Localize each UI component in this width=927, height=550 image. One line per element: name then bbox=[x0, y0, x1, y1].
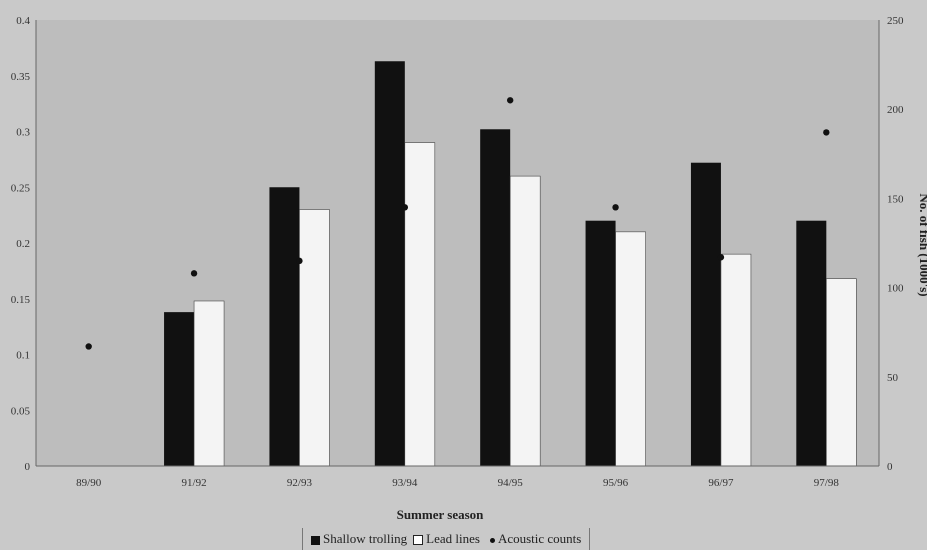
left-tick-label: 0.35 bbox=[11, 71, 31, 83]
bar-shallow-trolling-91-92 bbox=[164, 312, 195, 466]
point-acoustic-counts-97-98 bbox=[823, 129, 830, 136]
legend-label-acoustic-counts: Acoustic counts bbox=[497, 531, 582, 546]
legend-swatch-lead-lines bbox=[413, 535, 424, 546]
bar-shallow-trolling-94-95 bbox=[480, 129, 511, 466]
right-axis-title: No. of fish (1000's) bbox=[917, 193, 927, 296]
bar-lead-lines-93-94 bbox=[404, 142, 436, 467]
point-acoustic-counts-92-93 bbox=[296, 257, 303, 265]
bar-lead-lines-95-96 bbox=[615, 231, 646, 467]
left-tick-labels: 0 0.05 0.1 0.15 0.2 0.25 0.3 0.35 0.4 bbox=[11, 15, 31, 473]
legend-swatch-acoustic-counts bbox=[489, 537, 495, 543]
left-tick-label: 0.15 bbox=[11, 294, 31, 306]
point-acoustic-counts-89-90 bbox=[85, 343, 92, 350]
point-acoustic-counts-93-94 bbox=[401, 204, 409, 211]
bars-group bbox=[164, 61, 857, 467]
right-tick-label: 250 bbox=[887, 15, 904, 27]
point-acoustic-counts-91-92 bbox=[190, 270, 198, 277]
right-tick-label: 150 bbox=[887, 193, 904, 205]
bar-shallow-trolling-93-94 bbox=[374, 61, 405, 466]
left-tick-label: 0.4 bbox=[16, 15, 30, 27]
x-axis-title: Summer season bbox=[397, 507, 485, 522]
legend-label-lead-lines: Lead lines bbox=[426, 531, 480, 546]
x-tick-label: 96/97 bbox=[708, 477, 734, 489]
left-tick-label: 0.25 bbox=[11, 182, 31, 194]
legend: Shallow trolling Lead lines Acoustic cou… bbox=[302, 528, 591, 550]
left-tick-label: 0.1 bbox=[16, 350, 30, 362]
legend-item-lead-lines: Lead lines bbox=[413, 531, 480, 547]
x-tick-label: 91/92 bbox=[182, 477, 207, 489]
bar-lead-lines-97-98 bbox=[826, 278, 857, 467]
bar-shallow-trolling-97-98 bbox=[796, 220, 827, 466]
left-tick-label: 0 bbox=[25, 461, 31, 473]
acoustic-points-group bbox=[85, 97, 830, 350]
right-tick-label: 0 bbox=[887, 461, 893, 473]
legend-label-shallow-trolling: Shallow trolling bbox=[323, 531, 408, 546]
legend-item-acoustic-counts: Acoustic counts bbox=[486, 531, 581, 547]
x-tick-label: 89/90 bbox=[76, 477, 102, 489]
x-tick-label: 97/98 bbox=[814, 477, 840, 489]
bar-shallow-trolling-95-96 bbox=[585, 220, 616, 466]
bar-shallow-trolling-96-97 bbox=[690, 162, 721, 466]
x-tick-label: 94/95 bbox=[498, 477, 524, 489]
left-tick-label: 0.3 bbox=[16, 127, 30, 139]
plot-area bbox=[36, 20, 879, 466]
legend-swatch-shallow-trolling bbox=[311, 535, 320, 545]
bar-lead-lines-91-92 bbox=[193, 300, 225, 467]
right-tick-label: 50 bbox=[887, 372, 899, 384]
x-tick-label: 95/96 bbox=[603, 477, 629, 489]
left-tick-label: 0.05 bbox=[11, 405, 31, 417]
point-acoustic-counts-95-96 bbox=[612, 204, 619, 211]
left-tick-label: 0.2 bbox=[16, 238, 30, 250]
bar-lead-lines-92-93 bbox=[299, 209, 330, 467]
right-tick-label: 200 bbox=[887, 104, 904, 116]
bar-shallow-trolling-92-93 bbox=[269, 187, 300, 466]
point-acoustic-counts-96-97 bbox=[717, 254, 725, 261]
legend-item-shallow-trolling: Shallow trolling bbox=[311, 531, 407, 547]
point-acoustic-counts-94-95 bbox=[506, 97, 514, 104]
right-tick-labels: 0 50 100 150 200 250 bbox=[887, 15, 904, 473]
right-tick-label: 100 bbox=[887, 283, 904, 295]
bar-lead-lines-96-97 bbox=[720, 253, 752, 467]
x-tick-label: 92/93 bbox=[287, 477, 313, 489]
x-tick-label: 93/94 bbox=[392, 477, 418, 489]
bar-lead-lines-94-95 bbox=[509, 175, 541, 467]
x-tick-labels: 89/90 91/92 92/93 93/94 94/95 95/96 96/97 97/98 bbox=[76, 477, 839, 489]
